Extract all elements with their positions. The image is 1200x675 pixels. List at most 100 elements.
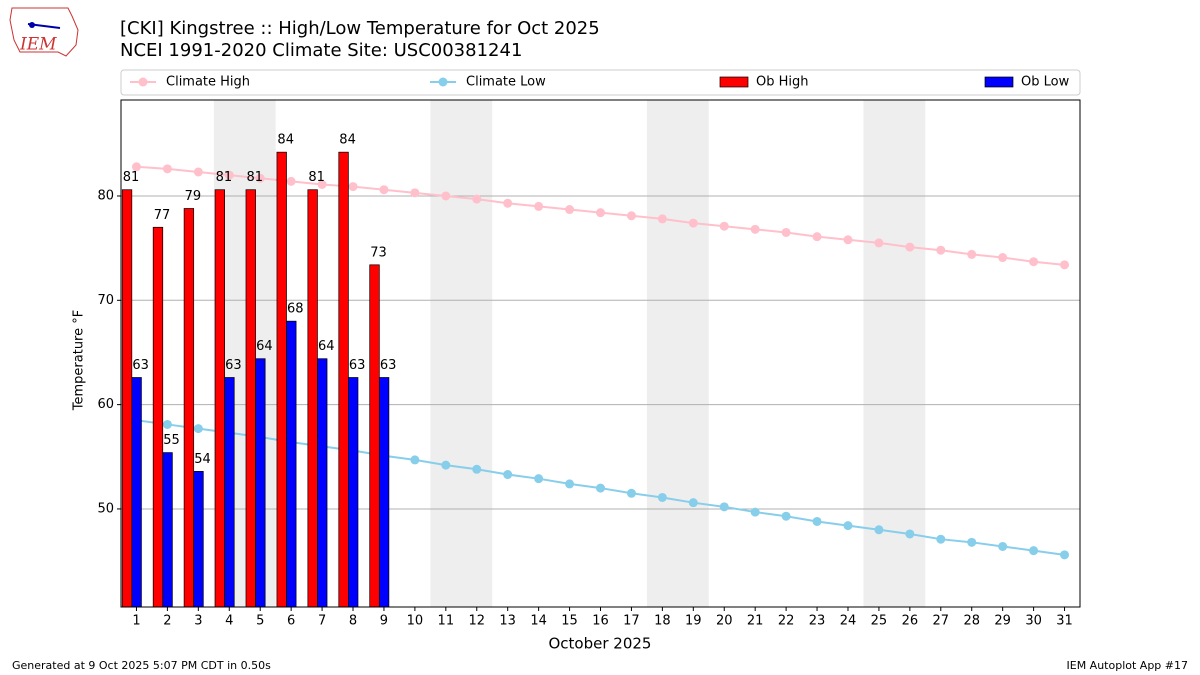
bar-label: 81	[247, 170, 264, 185]
x-tick-label: 15	[561, 614, 578, 629]
x-axis-label: October 2025	[549, 635, 652, 653]
line-marker	[843, 235, 853, 245]
line-marker	[998, 253, 1008, 263]
x-tick-label: 25	[871, 614, 888, 629]
line-marker	[1029, 546, 1039, 556]
x-tick-label: 30	[1025, 614, 1042, 629]
bar-label: 64	[256, 339, 273, 354]
line-marker	[998, 541, 1008, 551]
line-marker	[162, 419, 172, 429]
y-tick-label: 60	[97, 397, 114, 412]
line-marker	[348, 182, 358, 192]
line-marker	[874, 238, 884, 248]
x-tick-label: 9	[380, 614, 388, 629]
y-tick-label: 80	[97, 188, 114, 203]
line-marker	[193, 167, 203, 177]
line-marker	[1029, 257, 1039, 267]
bar	[338, 151, 349, 608]
x-tick-label: 8	[349, 614, 357, 629]
weekend-shade	[646, 100, 709, 607]
x-tick-label: 24	[840, 614, 857, 629]
line-marker	[781, 511, 791, 521]
logo-text: IEM	[19, 35, 57, 55]
line-marker	[688, 218, 698, 228]
line-marker	[472, 464, 482, 474]
bar-label: 77	[154, 208, 171, 223]
x-tick-label: 18	[654, 614, 671, 629]
bar	[348, 377, 359, 608]
line-marker	[565, 479, 575, 489]
logo-outline	[9, 7, 79, 57]
legend-label: Climate High	[166, 75, 250, 90]
weekend-shade	[430, 100, 493, 607]
bar	[255, 358, 266, 608]
x-tick-label: 2	[163, 614, 171, 629]
bar-label: 84	[277, 133, 294, 148]
bar	[152, 226, 164, 608]
line-marker	[193, 424, 203, 434]
line-marker	[657, 214, 667, 224]
line-marker	[534, 474, 544, 484]
line-marker	[162, 164, 172, 174]
bar-label: 68	[287, 302, 304, 317]
bar-label: 63	[132, 358, 149, 373]
x-tick-label: 7	[318, 614, 326, 629]
line-marker	[379, 185, 389, 195]
bar	[131, 377, 142, 608]
line-marker	[534, 201, 544, 211]
x-tick-label: 21	[747, 614, 764, 629]
line-marker	[750, 224, 760, 234]
line-marker	[719, 221, 729, 231]
bar-label: 84	[339, 133, 356, 148]
legend-swatch	[984, 76, 1014, 88]
line-marker	[936, 245, 946, 255]
bar-label: 64	[318, 339, 335, 354]
chart-subtitle: NCEI 1991-2020 Climate Site: USC00381241	[120, 40, 522, 61]
line-marker	[224, 170, 234, 180]
x-tick-label: 28	[963, 614, 980, 629]
line-marker	[131, 162, 141, 172]
line-marker	[657, 492, 667, 502]
bar-label: 55	[163, 433, 180, 448]
line-marker	[596, 483, 605, 493]
line-marker	[936, 534, 946, 544]
legend-swatch	[719, 76, 749, 88]
bar	[317, 358, 328, 608]
bar	[369, 264, 380, 608]
x-tick-label: 31	[1056, 614, 1073, 629]
x-tick-label: 29	[994, 614, 1011, 629]
legend-box	[120, 69, 1081, 96]
line-marker	[843, 521, 853, 531]
line-marker	[255, 173, 265, 183]
bar	[378, 377, 390, 608]
bar-label: 81	[216, 170, 233, 185]
line-marker	[503, 470, 513, 480]
x-tick-label: 4	[225, 614, 233, 629]
plot-frame	[120, 99, 1081, 608]
line-marker	[812, 232, 822, 242]
legend-label: Ob High	[756, 75, 809, 90]
bar-label: 63	[349, 358, 366, 373]
line-marker	[626, 211, 636, 221]
line-marker	[472, 194, 482, 204]
bar	[307, 189, 318, 608]
bar-label: 73	[370, 245, 387, 260]
x-tick-label: 17	[623, 614, 640, 629]
y-axis-label: Temperature °F	[72, 310, 87, 411]
logo: IEM	[9, 7, 79, 57]
x-tick-label: 27	[933, 614, 950, 629]
line-marker	[317, 180, 327, 189]
line-marker	[410, 455, 420, 465]
line-marker	[1060, 550, 1070, 560]
bar	[193, 471, 204, 608]
bar-label: 63	[225, 358, 242, 373]
x-tick-label: 3	[194, 614, 202, 629]
logo-icon	[29, 22, 35, 28]
line-marker	[441, 191, 451, 201]
line-marker	[596, 208, 605, 218]
bar-label: 54	[194, 452, 211, 467]
line-marker	[1060, 260, 1070, 270]
legend-swatch	[138, 77, 148, 87]
line-marker	[626, 488, 636, 498]
